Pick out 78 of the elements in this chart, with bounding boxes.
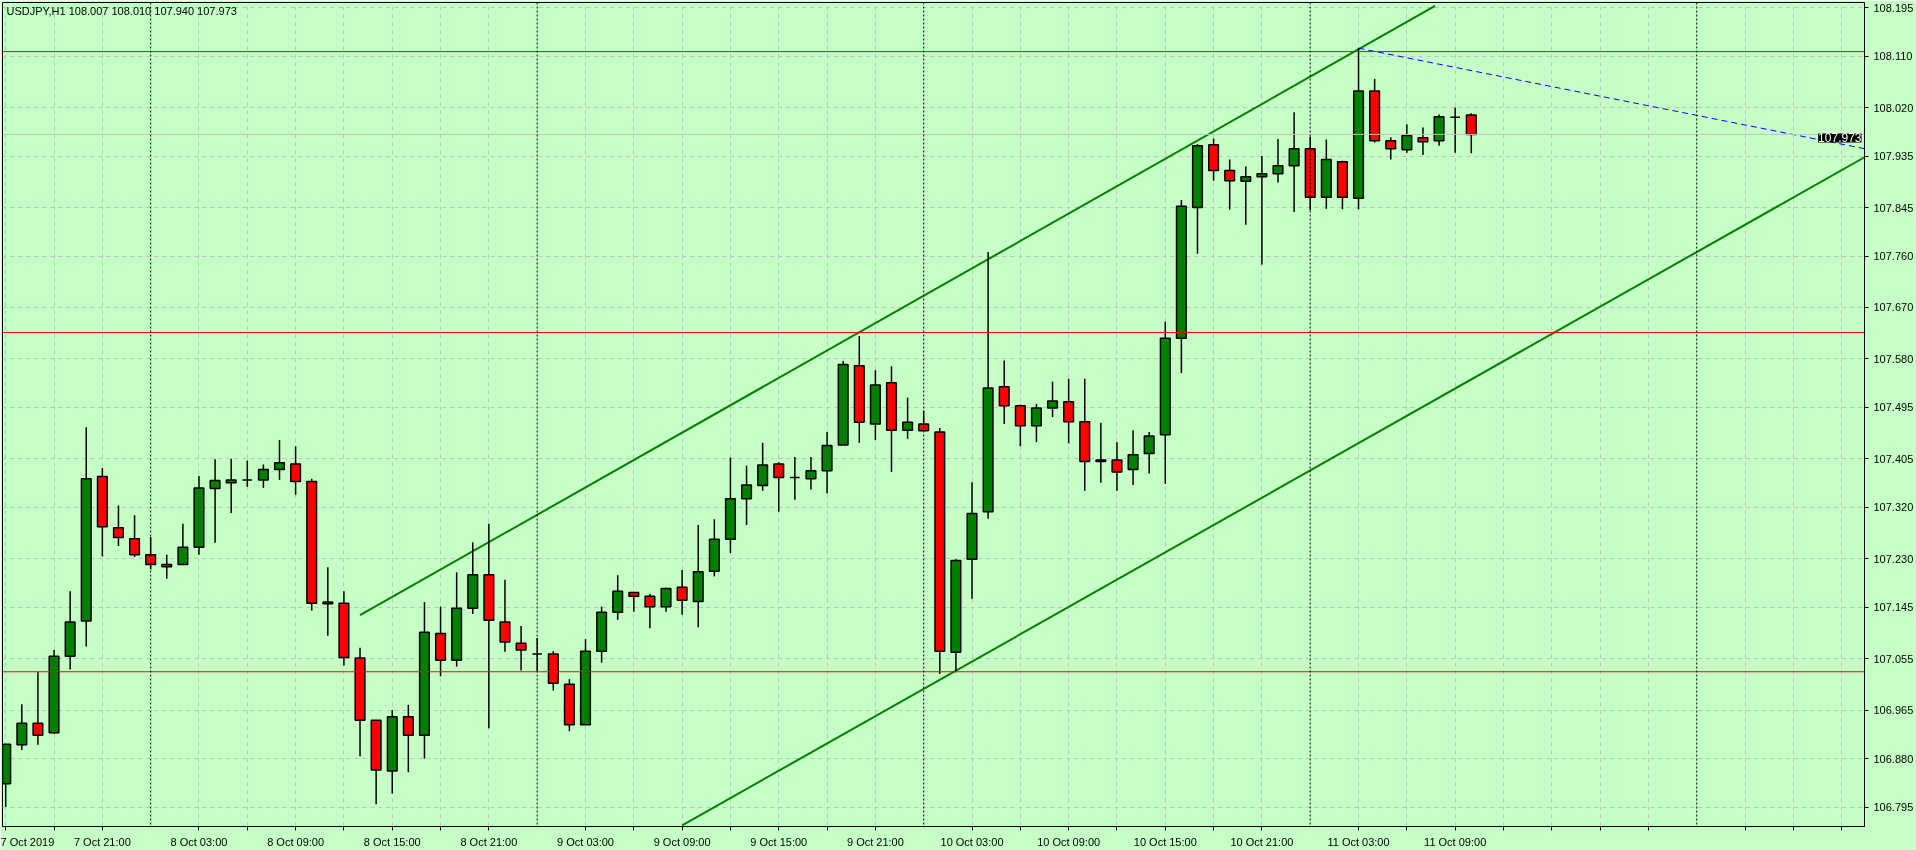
x-tick-label: 8 Oct 15:00 xyxy=(363,835,421,848)
y-tick-label: 107.580 xyxy=(1873,352,1914,365)
y-tick-label: 107.320 xyxy=(1873,501,1914,514)
candlestick xyxy=(1224,158,1236,211)
candlestick xyxy=(177,523,189,566)
candlestick xyxy=(128,514,141,558)
candlestick xyxy=(902,396,914,440)
candlestick xyxy=(1256,155,1268,266)
candlestick xyxy=(241,459,253,488)
candlestick xyxy=(1417,126,1429,156)
candlestick xyxy=(1465,112,1477,154)
y-tick-label: 106.795 xyxy=(1873,801,1914,814)
candlestick xyxy=(998,359,1010,425)
y-tick-label: 106.880 xyxy=(1873,752,1914,765)
x-tick-label: 10 Oct 15:00 xyxy=(1133,835,1197,848)
candlestick xyxy=(1046,380,1059,418)
x-tick-label: 8 Oct 03:00 xyxy=(170,835,228,848)
candlestick xyxy=(322,566,334,637)
candlestick xyxy=(1272,138,1284,184)
candlestick xyxy=(1127,429,1139,486)
candlestick xyxy=(16,703,28,751)
candlestick xyxy=(1095,422,1107,484)
x-tick-label: 10 Oct 21:00 xyxy=(1230,835,1294,848)
y-tick-label: 108.020 xyxy=(1873,101,1914,114)
x-tick-label: 9 Oct 15:00 xyxy=(750,835,808,848)
ref-line-label: 107.973 xyxy=(1818,131,1862,146)
x-tick-label: 11 Oct 09:00 xyxy=(1424,835,1487,848)
candlestick xyxy=(612,574,624,621)
x-tick-label: 7 Oct 21:00 xyxy=(73,835,131,848)
candlestick xyxy=(1385,136,1397,161)
candlestick xyxy=(676,569,688,616)
y-tick-label: 107.405 xyxy=(1873,452,1914,465)
candlestick xyxy=(1014,403,1026,447)
candlestick xyxy=(1111,441,1123,492)
candlestick xyxy=(209,458,221,544)
candlestick xyxy=(1143,431,1155,475)
y-tick-label: 106.965 xyxy=(1873,704,1914,717)
candlestick xyxy=(773,461,785,513)
y-tick-label: 107.845 xyxy=(1873,201,1914,214)
candlestick xyxy=(740,464,753,526)
x-tick-label: 9 Oct 21:00 xyxy=(846,835,904,848)
candlestick xyxy=(805,456,817,491)
x-tick-label: 10 Oct 03:00 xyxy=(940,835,1004,848)
chart-title: USDJPY,H1 108.007 108.010 107.940 107.973 xyxy=(6,4,237,17)
y-tick-label: 107.760 xyxy=(1873,250,1914,263)
x-tick-label: 11 Oct 03:00 xyxy=(1327,835,1390,848)
candlestick xyxy=(402,704,414,773)
candlestick xyxy=(644,593,656,630)
candlestick xyxy=(1433,113,1445,147)
x-tick-label: 10 Oct 09:00 xyxy=(1037,835,1101,848)
candlestick xyxy=(757,442,769,492)
candlestick xyxy=(1030,403,1043,443)
y-tick-label: 107.055 xyxy=(1873,652,1914,665)
y-tick-label: 107.145 xyxy=(1873,601,1914,614)
candlestick xyxy=(1063,378,1075,445)
candlestick xyxy=(1401,123,1413,154)
x-tick-label: 8 Oct 09:00 xyxy=(267,835,325,848)
candlestick xyxy=(1240,165,1252,226)
x-tick-label: 8 Oct 21:00 xyxy=(460,835,518,848)
candlestick xyxy=(628,591,640,613)
y-tick-label: 108.110 xyxy=(1873,50,1913,63)
y-tick-label: 107.670 xyxy=(1873,301,1914,314)
y-tick-label: 107.495 xyxy=(1873,401,1914,414)
candlestick xyxy=(112,504,125,547)
y-tick-label: 108.195 xyxy=(1873,1,1914,14)
y-tick-label: 107.230 xyxy=(1873,552,1914,565)
candlestick xyxy=(789,456,801,501)
candlestick xyxy=(1288,111,1300,213)
candlestick xyxy=(1449,106,1461,154)
x-tick-label: 7 Oct 2019 xyxy=(0,835,55,848)
candlestick xyxy=(290,445,302,496)
y-tick-label: 107.935 xyxy=(1873,150,1914,163)
candlestick xyxy=(273,439,286,481)
candlestick xyxy=(257,463,269,489)
candlestick xyxy=(225,458,237,514)
candlestick xyxy=(499,579,511,653)
x-tick-label: 9 Oct 03:00 xyxy=(557,835,614,848)
x-tick-label: 9 Oct 09:00 xyxy=(653,835,711,848)
